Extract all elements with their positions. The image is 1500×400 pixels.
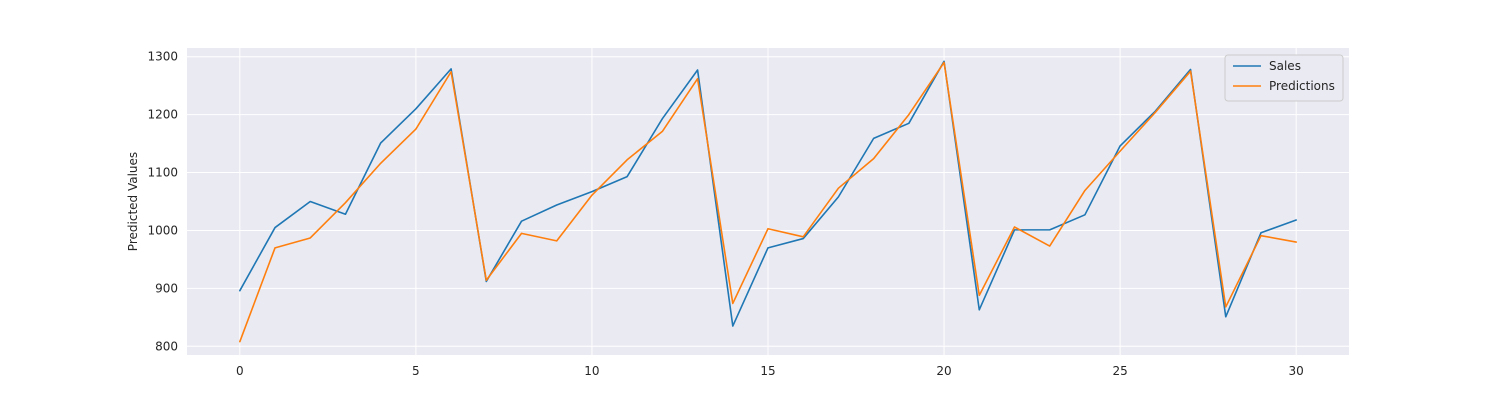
x-tick-label: 30 bbox=[1289, 364, 1304, 378]
legend-label: Predictions bbox=[1269, 79, 1335, 93]
y-tick-label: 1000 bbox=[147, 223, 178, 237]
y-axis-label: Predicted Values bbox=[126, 152, 140, 251]
legend: Sales Predictions bbox=[1224, 54, 1344, 102]
series-lines bbox=[239, 60, 1297, 343]
y-tick-label: 1300 bbox=[147, 50, 178, 64]
x-tick-label: 15 bbox=[760, 364, 775, 378]
y-tick-label: 1100 bbox=[147, 166, 178, 180]
x-tick-label: 20 bbox=[936, 364, 951, 378]
y-tick-label: 1200 bbox=[147, 108, 178, 122]
x-tick-label: 0 bbox=[236, 364, 244, 378]
y-tick-labels: 800 900 1000 1100 1200 1300 bbox=[147, 50, 178, 354]
y-tick-label: 800 bbox=[155, 339, 178, 353]
y-tick-label: 900 bbox=[155, 281, 178, 295]
series-line-predictions bbox=[239, 61, 1297, 343]
legend-label: Sales bbox=[1269, 59, 1301, 73]
x-tick-label: 25 bbox=[1112, 364, 1127, 378]
x-tick-label: 5 bbox=[412, 364, 420, 378]
x-tick-label: 10 bbox=[584, 364, 599, 378]
series-line-sales bbox=[239, 60, 1297, 327]
x-tick-labels: 0 5 10 15 20 25 30 bbox=[236, 364, 1304, 378]
